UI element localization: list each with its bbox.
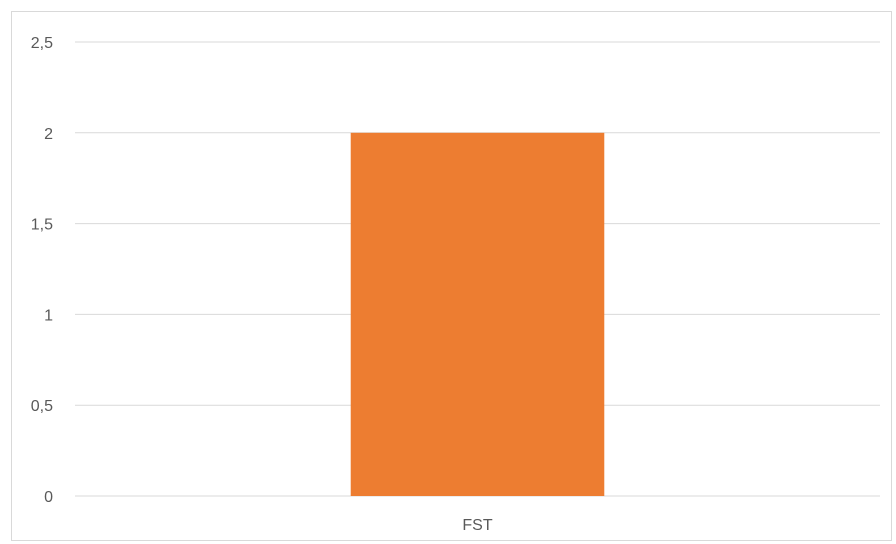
y-tick-label: 0 (44, 489, 53, 506)
y-axis-tick-labels: 0 0,5 1 1,5 2 2,5 (31, 35, 53, 506)
y-tick-label: 2,5 (31, 35, 53, 52)
x-category-label: FST (462, 517, 492, 534)
y-tick-label: 1 (44, 307, 53, 324)
y-tick-label: 1,5 (31, 217, 53, 234)
bar-fst (350, 132, 605, 497)
y-tick-label: 0,5 (31, 398, 53, 415)
x-axis-category-labels: FST (462, 517, 492, 534)
bars (350, 132, 605, 497)
y-tick-label: 2 (44, 126, 53, 143)
